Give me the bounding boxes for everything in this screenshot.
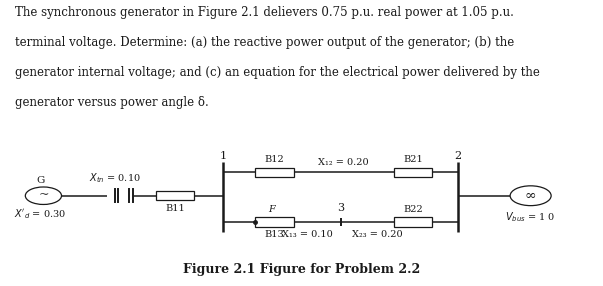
Text: ∞: ∞ <box>525 189 537 203</box>
Text: F: F <box>268 205 275 214</box>
Text: 2: 2 <box>455 151 462 161</box>
Bar <box>255 168 294 177</box>
Text: generator versus power angle δ.: generator versus power angle δ. <box>15 96 209 109</box>
Text: B22: B22 <box>403 205 423 214</box>
Text: 3: 3 <box>337 202 344 212</box>
Text: X₁₂ = 0.20: X₁₂ = 0.20 <box>318 158 369 167</box>
Text: X₁₃ = 0.10: X₁₃ = 0.10 <box>282 229 333 239</box>
Circle shape <box>25 187 62 204</box>
Text: B11: B11 <box>165 204 185 213</box>
Bar <box>255 217 294 227</box>
Text: X₂₃ = 0.20: X₂₃ = 0.20 <box>352 229 402 239</box>
Text: $X_{tn}$ = 0.10: $X_{tn}$ = 0.10 <box>89 171 140 185</box>
Text: terminal voltage. Determine: (a) the reactive power output of the generator; (b): terminal voltage. Determine: (a) the rea… <box>15 36 514 49</box>
Text: B13: B13 <box>265 230 284 239</box>
Text: The synchronous generator in Figure 2.1 delievers 0.75 p.u. real power at 1.05 p: The synchronous generator in Figure 2.1 … <box>15 6 514 19</box>
Bar <box>156 191 194 200</box>
Bar <box>394 168 432 177</box>
Text: B12: B12 <box>265 155 284 164</box>
Text: $V_{bus}$ = 1 0: $V_{bus}$ = 1 0 <box>505 210 556 224</box>
Bar <box>394 217 432 227</box>
Text: B21: B21 <box>403 155 423 164</box>
Text: $X'_d$ = 0.30: $X'_d$ = 0.30 <box>14 207 66 221</box>
Text: generator internal voltage; and (c) an equation for the electrical power deliver: generator internal voltage; and (c) an e… <box>15 66 540 79</box>
Text: G: G <box>36 176 45 185</box>
Text: 1: 1 <box>219 151 227 161</box>
Text: ~: ~ <box>38 188 49 201</box>
Text: Figure 2.1 Figure for Problem 2.2: Figure 2.1 Figure for Problem 2.2 <box>183 263 420 277</box>
Circle shape <box>510 186 551 206</box>
